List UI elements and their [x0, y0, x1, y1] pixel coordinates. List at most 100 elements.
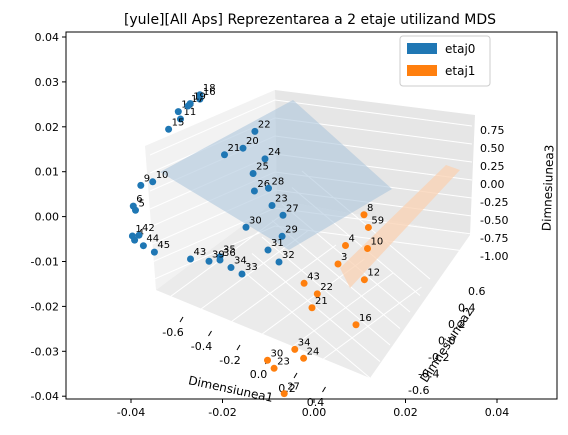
- z3d-tick-label: -0.50: [480, 214, 508, 227]
- pane-floor: [156, 200, 470, 378]
- ylabel: Dimnesiunea2: [417, 305, 476, 385]
- point-etaj0: [249, 170, 257, 177]
- y3d-tick-label: -0.6: [408, 384, 429, 397]
- zlabel: Dimnesiunea3: [539, 144, 556, 231]
- overlay-y-tick-label: 0.02: [35, 121, 60, 134]
- grid-line-x: [276, 272, 394, 359]
- y3d-tick-label: 0.6: [468, 285, 486, 298]
- point-label-etaj0: 22: [258, 119, 271, 130]
- point-label-etaj0: 16: [203, 87, 216, 98]
- overlay-x-tick-label: -0.04: [117, 406, 145, 419]
- point-etaj1: [300, 354, 308, 362]
- point-label-etaj1: 43: [307, 271, 320, 282]
- axes-3d-ticks: -0.6-0.4-0.20.00.20.4-0.6-0.4-0.20.00.20…: [162, 124, 508, 409]
- point-etaj1: [360, 276, 368, 284]
- overlay-x-tick-label: -0.02: [208, 406, 236, 419]
- plane-etaj0: [160, 100, 392, 250]
- point-label-etaj1: 16: [359, 313, 372, 324]
- overlay-y-tick-label: 0.00: [35, 211, 60, 224]
- point-etaj0: [131, 236, 139, 244]
- overlay-y-tick-label: 0.01: [35, 166, 60, 179]
- point-label-etaj0: 6: [136, 194, 142, 205]
- y3d-tick-label: 0.4: [458, 302, 476, 315]
- z3d-tick-label: -1.00: [480, 250, 508, 263]
- point-label-etaj0: 36: [223, 248, 236, 259]
- z3d-tick-label: -0.25: [480, 196, 508, 209]
- point-label-etaj1: 4: [349, 234, 355, 245]
- plot-frame: [65, 31, 558, 400]
- point-label-etaj0: 45: [157, 240, 170, 251]
- point-label-etaj0: 27: [286, 203, 299, 214]
- point-etaj1: [308, 304, 316, 312]
- point-label-etaj0: 10: [156, 170, 169, 181]
- x3d-tick-label: -0.4: [191, 340, 212, 353]
- x3d-tick-mark: [208, 330, 212, 337]
- x3d-tick-mark: [236, 344, 241, 351]
- point-etaj0: [251, 127, 259, 135]
- z3d-tick-label: 0.75: [480, 124, 505, 137]
- point-label-etaj0: 19: [193, 92, 206, 103]
- grid-line-z-left: [149, 99, 276, 156]
- overlay-axes-ticks: -0.04 -0.02 0.00 0.02 0.040.040.030.020.010.…: [31, 31, 510, 419]
- points-layer: 1456910111415161718192021222324252627282…: [128, 83, 384, 398]
- grid-line-z-right: [274, 99, 473, 127]
- overlay-x-tick-label: 0.00: [302, 406, 327, 419]
- point-label-etaj0: 5: [139, 198, 145, 209]
- point-label-etaj1: 30: [271, 348, 284, 359]
- point-etaj1: [334, 260, 342, 268]
- point-label-etaj0: 28: [272, 176, 285, 187]
- point-label-etaj1: 21: [315, 296, 328, 307]
- legend: etaj0 etaj1: [399, 35, 491, 87]
- point-etaj1: [313, 290, 321, 298]
- point-etaj1: [264, 356, 271, 364]
- point-etaj0: [135, 231, 143, 239]
- overlay-y-tick-label: 0.03: [35, 76, 60, 89]
- x3d-tick-label: -0.6: [162, 326, 183, 339]
- grid-line-y: [251, 253, 381, 362]
- z3d-tick-label: -0.75: [480, 232, 508, 245]
- legend-label-etaj1: etaj1: [445, 64, 475, 78]
- x3d-tick-label: -0.2: [219, 354, 240, 367]
- y3d-tick-label: 0.0: [438, 335, 456, 348]
- point-etaj0: [216, 256, 224, 264]
- point-etaj0: [279, 211, 287, 219]
- point-etaj1: [280, 390, 288, 398]
- point-etaj0: [187, 255, 194, 263]
- overlay-x-tick-label: 0.04: [485, 406, 510, 419]
- point-label-etaj1: 59: [371, 215, 384, 226]
- point-label-etaj0: 29: [285, 224, 298, 235]
- plane-etaj1: [340, 165, 460, 288]
- overlay-y-tick-label: -0.02: [31, 300, 59, 313]
- overlay-x-tick-label: 0.02: [393, 406, 418, 419]
- point-etaj1: [364, 223, 372, 231]
- point-label-etaj0: 9: [144, 173, 150, 184]
- point-etaj0: [150, 248, 158, 256]
- point-label-etaj1: 12: [367, 268, 380, 279]
- overlay-y-tick-label: -0.03: [31, 345, 59, 358]
- z3d-tick-label: 0.50: [480, 142, 505, 155]
- overlay-y-tick-label: -0.01: [31, 256, 59, 269]
- x3d-tick-label: 0.4: [307, 396, 325, 409]
- y3d-tick-label: -0.2: [428, 351, 449, 364]
- point-label-etaj0: 11: [184, 107, 197, 118]
- point-label-etaj0: 23: [275, 194, 288, 205]
- point-label-etaj1: 27: [287, 382, 300, 393]
- y3d-tick-label: -0.4: [418, 368, 439, 381]
- legend-swatch-etaj0: [407, 43, 437, 54]
- grid-line-z-left: [149, 225, 276, 282]
- point-etaj0: [250, 187, 258, 195]
- point-etaj0: [242, 223, 250, 231]
- point-etaj0: [227, 264, 235, 272]
- point-label-etaj0: 17: [191, 94, 204, 105]
- point-label-etaj1: 34: [298, 337, 311, 348]
- point-label-etaj0: 20: [246, 136, 259, 147]
- point-label-etaj0: 18: [203, 83, 216, 94]
- point-etaj1: [270, 364, 278, 372]
- point-etaj0: [165, 125, 173, 133]
- point-etaj0: [149, 178, 157, 186]
- point-etaj0: [268, 202, 276, 209]
- point-label-etaj0: 24: [268, 147, 281, 158]
- point-label-etaj0: 43: [194, 247, 207, 258]
- point-label-etaj0: 25: [256, 162, 269, 173]
- point-etaj1: [291, 345, 299, 353]
